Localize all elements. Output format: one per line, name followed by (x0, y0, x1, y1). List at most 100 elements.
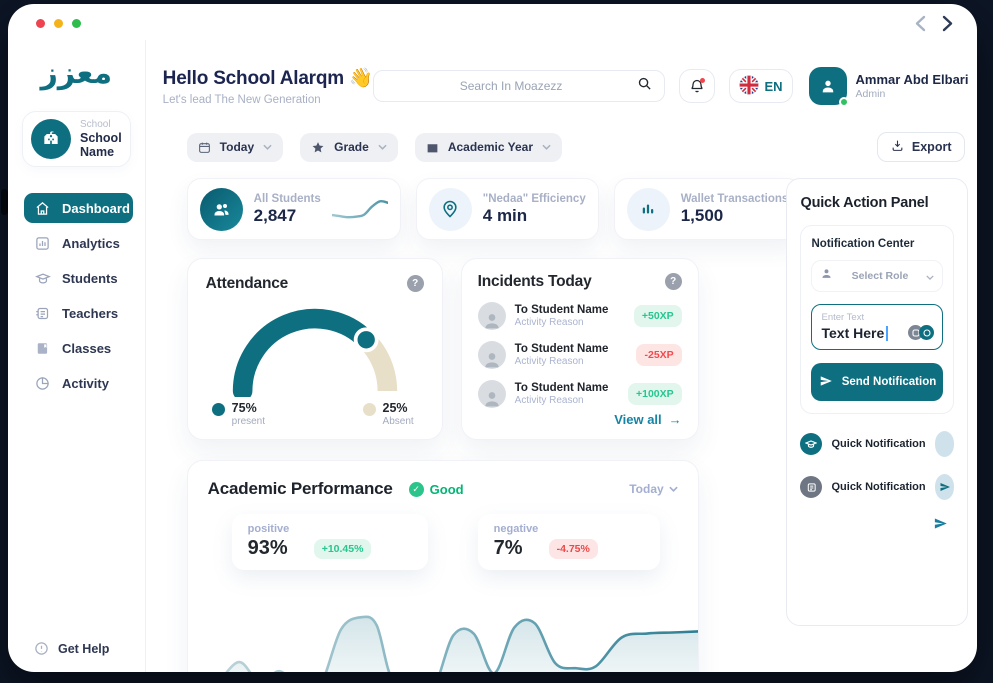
incident-row: To Student Name Activity Reason +50XP (477, 302, 682, 330)
chevron-down-icon (263, 144, 272, 150)
help-icon (34, 641, 49, 656)
export-label: Export (911, 140, 952, 154)
quick-notification-teachers[interactable]: Quick Notification (800, 474, 955, 500)
performance-area-chart (188, 601, 698, 672)
input-value: Text Here (821, 325, 885, 341)
stat-card-wallet-transactions: Wallet Transactions 1,500 (613, 178, 802, 240)
select-role-dropdown[interactable]: Select Role (811, 260, 944, 292)
students-sparkline (331, 199, 388, 219)
get-help-link[interactable]: Get Help (8, 641, 145, 656)
period-dropdown[interactable]: Today (629, 482, 678, 496)
present-dot (211, 403, 225, 416)
sidebar-item-label: Dashboard (62, 200, 130, 216)
academic-performance-card: Academic Performance ✓ Good Today (186, 460, 699, 672)
view-all-link[interactable]: View all → (614, 412, 682, 427)
stats-row: All Students 2,847 "Nedaa" Eff (186, 178, 802, 240)
filter-bar: Today Grade Academic Year Export (186, 132, 969, 162)
graduation-cap-icon (34, 271, 51, 286)
sidebar-active-indicator (1, 189, 8, 215)
school-label: School (80, 119, 111, 130)
student-avatar (477, 302, 506, 330)
filter-label: Academic Year (447, 140, 533, 154)
send-icon (935, 518, 948, 529)
download-icon (891, 139, 904, 155)
school-building-icon (31, 119, 71, 159)
filter-grade[interactable]: Grade (300, 132, 398, 162)
school-selector[interactable]: School School Name (22, 111, 131, 167)
stat-label: "Nedaa" Efficiency (482, 192, 586, 205)
sidebar-item-students[interactable]: Students (8, 263, 145, 293)
search-icon[interactable] (637, 76, 652, 96)
help-tooltip-icon[interactable]: ? (664, 273, 682, 290)
star-icon (311, 141, 325, 154)
notification-badge (699, 78, 705, 83)
negative-change-badge: -4.75% (548, 538, 598, 559)
student-avatar (477, 380, 506, 408)
search-input[interactable] (385, 79, 637, 93)
filter-today[interactable]: Today (186, 132, 284, 162)
page-header: Hello School Alarqm 👋 Let's lead The New… (162, 66, 969, 107)
minimize-window-icon[interactable] (54, 19, 63, 28)
bar-chart-icon (626, 187, 670, 231)
student-notification-icon (800, 433, 823, 455)
search-bar[interactable] (372, 70, 665, 102)
filter-academic-year[interactable]: Academic Year (414, 132, 562, 162)
app-window: معزز School School Name Dashboard Analyt… (8, 4, 977, 672)
notification-center: Notification Center Select Role Enter Te… (800, 225, 955, 414)
quick-notification-label: Quick Notification (831, 481, 926, 493)
chevron-down-icon (926, 267, 935, 285)
attendance-title: Attendance (205, 275, 289, 292)
get-help-label: Get Help (58, 641, 110, 656)
calendar-icon (198, 141, 211, 154)
sidebar-item-label: Activity (62, 375, 109, 391)
traffic-lights (36, 19, 81, 28)
emoji-icon[interactable] (919, 325, 935, 340)
xp-badge: -25XP (636, 344, 682, 366)
language-selector[interactable]: EN (728, 69, 793, 103)
user-profile[interactable]: Ammar Abd Elbari Admin (808, 67, 969, 107)
pie-chart-icon (34, 376, 51, 391)
quick-notification-students[interactable]: Quick Notification (800, 431, 955, 457)
clipboard-icon (34, 306, 51, 321)
legend-present: 75% present (211, 401, 265, 427)
sidebar-item-classes[interactable]: Classes (8, 333, 145, 363)
nav-forward-icon[interactable] (942, 15, 953, 32)
wave-emoji: 👋 (349, 68, 373, 89)
sidebar-item-analytics[interactable]: Analytics (8, 228, 145, 258)
language-code: EN (764, 78, 783, 94)
xp-badge: +50XP (633, 305, 682, 327)
quick-action-panel: Quick Action Panel Notification Center S… (786, 178, 969, 626)
close-window-icon[interactable] (36, 19, 45, 28)
quick-send-target[interactable] (934, 474, 955, 500)
export-button[interactable]: Export (876, 132, 966, 162)
stat-card-all-students: All Students 2,847 (186, 178, 401, 240)
sidebar-item-activity[interactable]: Activity (8, 368, 145, 398)
nav-back-icon[interactable] (915, 15, 926, 32)
notification-text-input[interactable]: Enter Text Text Here (811, 304, 944, 350)
sidebar-nav: Dashboard Analytics Students Teachers Cl… (8, 193, 145, 398)
main-content: Hello School Alarqm 👋 Let's lead The New… (146, 40, 977, 672)
send-shortcut[interactable] (800, 516, 954, 531)
stat-label: All Students (253, 192, 321, 205)
sidebar-item-dashboard[interactable]: Dashboard (24, 193, 133, 223)
send-notification-button[interactable]: Send Notification (811, 363, 944, 401)
status-badge: ✓ Good (408, 481, 464, 497)
help-tooltip-icon[interactable]: ? (406, 275, 424, 292)
stat-value: 4 min (482, 205, 528, 225)
notifications-button[interactable] (678, 69, 715, 103)
text-cursor (886, 325, 889, 341)
sidebar-item-label: Classes (62, 340, 112, 356)
negative-value: 7% (493, 537, 523, 559)
online-status-dot (838, 97, 849, 107)
user-name: Ammar Abd Elbari (855, 72, 969, 87)
person-icon (820, 267, 833, 285)
student-avatar (477, 341, 506, 369)
sidebar-item-teachers[interactable]: Teachers (8, 298, 145, 328)
incident-row: To Student Name Activity Reason +100XP (477, 380, 682, 408)
avatar (808, 67, 849, 107)
maximize-window-icon[interactable] (72, 19, 81, 28)
check-circle-icon: ✓ (408, 481, 424, 497)
quick-send-target[interactable] (934, 431, 955, 457)
positive-change-badge: +10.45% (313, 538, 372, 559)
page-title: Hello School Alarqm 👋 (162, 68, 373, 89)
